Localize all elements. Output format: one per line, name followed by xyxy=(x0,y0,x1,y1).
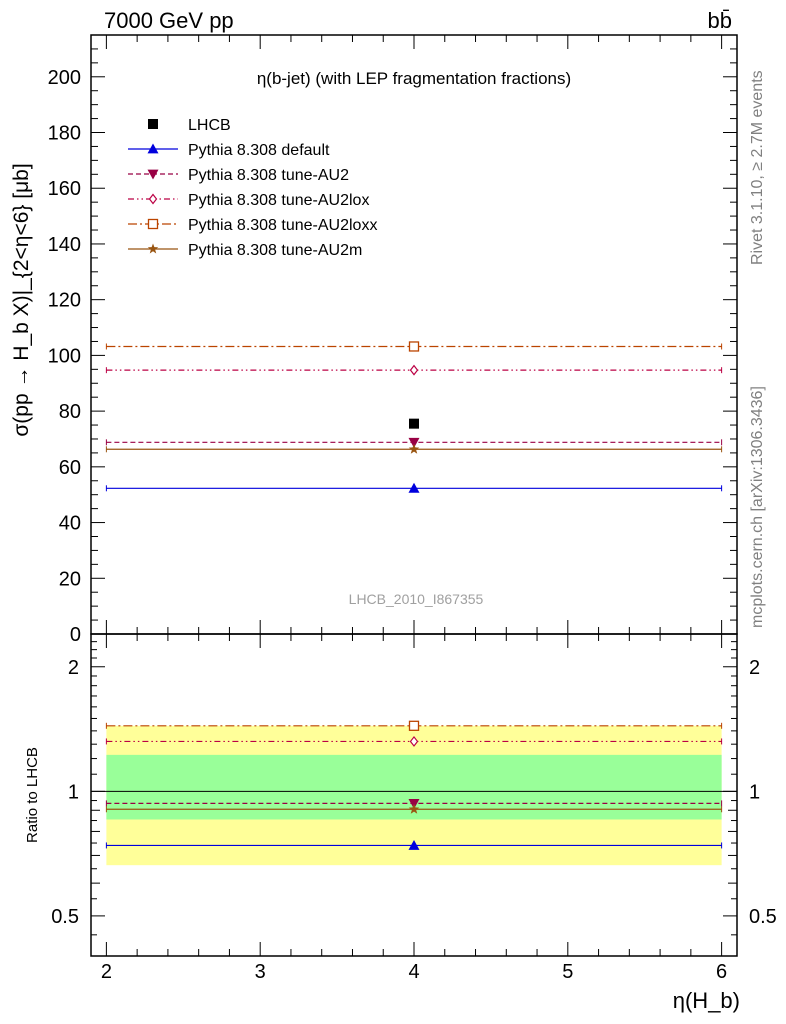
legend-item-2: Pythia 8.308 tune-AU2lox xyxy=(128,192,369,209)
x-tick-label: 6 xyxy=(716,961,727,983)
legend-label-3: Pythia 8.308 tune-AU2loxx xyxy=(188,217,377,234)
watermark: LHCB_2010_I867355 xyxy=(349,591,484,607)
ratio-series-marker-3 xyxy=(408,720,420,731)
legend-marker-1 xyxy=(147,169,159,180)
legend-marker-3 xyxy=(147,218,159,230)
ratio-series-marker-4 xyxy=(408,803,420,814)
ratio-y-tick-label-right: 0.5 xyxy=(749,906,777,928)
x-tick-label: 3 xyxy=(255,961,266,983)
main-series-marker-2 xyxy=(409,364,419,376)
legend-item-lhcb: LHCB xyxy=(148,117,231,134)
legend-marker-2 xyxy=(148,193,158,205)
main-y-axis-label: σ(pp → H_b X)|_{2<η<6} [μb] xyxy=(10,163,33,436)
legend-item-3: Pythia 8.308 tune-AU2loxx xyxy=(128,217,377,234)
rivet-label: Rivet 3.1.10, ≥ 2.7M events xyxy=(749,70,766,265)
ratio-y-tick-label: 2 xyxy=(68,657,79,679)
data-point-lhcb xyxy=(409,418,419,429)
legend-label-2: Pythia 8.308 tune-AU2lox xyxy=(188,192,369,209)
main-y-tick-label: 140 xyxy=(48,234,81,256)
legend-marker-4 xyxy=(147,243,159,254)
main-y-tick-label: 200 xyxy=(48,67,81,89)
legend-item-0: Pythia 8.308 default xyxy=(128,142,330,159)
legend: LHCB Pythia 8.308 default Pythia 8.308 tun… xyxy=(128,117,377,259)
x-tick-label: 2 xyxy=(101,961,112,983)
main-y-tick-label: 20 xyxy=(59,568,81,590)
legend-label-1: Pythia 8.308 tune-AU2 xyxy=(188,167,349,184)
legend-item-1: Pythia 8.308 tune-AU2 xyxy=(128,167,349,184)
ratio-axis-ticks: 0.5 0.5 1 1 2 2 2 3 4 5 6 xyxy=(51,634,777,983)
main-series-marker-1 xyxy=(408,437,420,448)
process-label: bb̄ xyxy=(708,8,732,33)
legend-label-0: Pythia 8.308 default xyxy=(188,142,330,159)
ratio-y-tick-label-right: 2 xyxy=(749,657,760,679)
main-series-marker-0 xyxy=(408,482,420,493)
main-y-tick-label: 160 xyxy=(48,178,81,200)
main-y-tick-label: 120 xyxy=(48,290,81,312)
ratio-series-lines xyxy=(105,720,723,850)
main-y-tick-label: 100 xyxy=(48,345,81,367)
ratio-panel: 0.5 0.5 1 1 2 2 2 3 4 5 6 Ratio to LHCB η(H_b) xyxy=(24,633,777,1013)
mcplots-label: mcplots.cern.ch [arXiv:1306.3436] xyxy=(749,386,766,628)
ratio-y-tick-label: 1 xyxy=(68,781,79,803)
main-y-tick-label: 180 xyxy=(48,123,81,145)
x-axis-label: η(H_b) xyxy=(673,988,740,1013)
main-axis-ticks: 0 20 40 60 80 100 120 140 160 180 200 xyxy=(48,35,737,646)
ratio-series-marker-2 xyxy=(409,735,419,747)
main-series-marker-3 xyxy=(408,341,420,352)
legend-label-4: Pythia 8.308 tune-AU2m xyxy=(188,242,362,259)
main-y-tick-label: 0 xyxy=(70,624,81,646)
ratio-y-tick-label: 0.5 xyxy=(51,906,79,928)
legend-item-4: Pythia 8.308 tune-AU2m xyxy=(128,242,362,259)
main-title: η(b-jet) (with LEP fragmentation fractio… xyxy=(257,69,571,88)
ratio-series-marker-0 xyxy=(408,839,420,850)
legend-label-lhcb: LHCB xyxy=(188,117,231,134)
ratio-y-axis-label: Ratio to LHCB xyxy=(24,747,41,843)
legend-marker-0 xyxy=(147,143,159,154)
main-y-tick-label: 80 xyxy=(59,401,81,423)
main-series-lines xyxy=(105,341,723,493)
legend-marker-lhcb xyxy=(148,119,158,129)
energy-label: 7000 GeV pp xyxy=(104,8,234,33)
ratio-y-tick-label-right: 1 xyxy=(749,781,760,803)
main-y-tick-label: 40 xyxy=(59,513,81,535)
main-panel: 0 20 40 60 80 100 120 140 160 180 200 η(b-jet) (wi… xyxy=(10,34,738,646)
main-series-marker-4 xyxy=(408,443,420,454)
x-tick-label: 5 xyxy=(562,961,573,983)
main-y-tick-label: 60 xyxy=(59,457,81,479)
x-tick-label: 4 xyxy=(408,961,419,983)
main-data-points xyxy=(409,418,419,429)
